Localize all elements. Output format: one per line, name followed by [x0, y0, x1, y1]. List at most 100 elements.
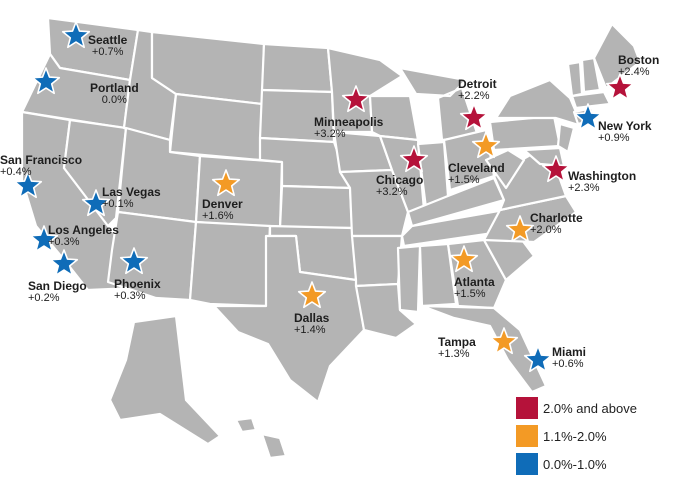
star-marker-phoenix: [119, 247, 149, 275]
city-value: +1.5%: [448, 174, 480, 186]
city-label-portland: Portland 0.0%: [90, 82, 139, 106]
state-arkansas: [350, 234, 404, 288]
city-name: Cleveland: [448, 161, 505, 175]
city-label-san-diego: San Diego +0.2%: [28, 280, 87, 304]
city-value: +0.3%: [114, 290, 146, 302]
city-value: 0.0%: [101, 94, 127, 106]
state-north-dakota: [260, 42, 334, 94]
state-massachusetts: [570, 90, 612, 110]
star-marker-detroit: [459, 103, 489, 131]
city-value: +0.4%: [0, 166, 32, 178]
legend-swatch-high: [516, 397, 538, 419]
state-new-york: [494, 78, 584, 128]
city-name: Charlotte: [530, 211, 583, 225]
star-marker-chicago: [399, 145, 429, 173]
city-value: +1.4%: [294, 324, 326, 336]
state-hawaii: [234, 416, 288, 460]
city-name: Boston: [618, 53, 660, 67]
city-value: +0.2%: [28, 292, 60, 304]
city-label-seattle: Seattle +0.7%: [88, 34, 127, 58]
city-value: +0.3%: [48, 236, 80, 248]
star-marker-tampa: [489, 327, 519, 355]
city-label-denver: Denver +1.6%: [202, 198, 243, 222]
star-marker-boston: [605, 73, 635, 101]
city-name: Dallas: [294, 311, 330, 325]
star-marker-atlanta: [449, 245, 479, 273]
city-value: +3.2%: [376, 186, 408, 198]
city-name: Denver: [202, 197, 243, 211]
city-name: San Diego: [28, 279, 87, 293]
state-texas: [212, 234, 366, 404]
city-name: Tampa: [438, 335, 476, 349]
state-new-mexico: [188, 220, 272, 308]
city-value: +0.6%: [552, 358, 584, 370]
star-marker-san-diego: [49, 249, 79, 277]
legend-item-high: 2.0% and above: [516, 394, 637, 422]
state-west-virginia: [484, 148, 526, 190]
legend-item-low: 0.0%-1.0%: [516, 450, 637, 478]
state-louisiana: [354, 282, 418, 340]
city-name: Phoenix: [114, 277, 161, 291]
star-marker-portland: [31, 67, 61, 95]
star-marker-dallas: [297, 281, 327, 309]
legend-item-mid: 1.1%-2.0%: [516, 422, 637, 450]
star-marker-new-york: [573, 103, 603, 131]
city-label-miami: Miami +0.6%: [552, 346, 586, 370]
city-value: +1.3%: [438, 348, 470, 360]
city-label-detroit: Detroit +2.2%: [458, 78, 497, 102]
city-label-chicago: Chicago +3.2%: [376, 174, 423, 198]
city-label-phoenix: Phoenix +0.3%: [114, 278, 161, 302]
state-new-hampshire: [580, 56, 602, 94]
city-label-boston: Boston +2.4%: [618, 54, 659, 78]
state-kansas: [278, 184, 354, 230]
city-name: Minneapolis: [314, 115, 384, 129]
star-marker-charlotte: [505, 215, 535, 243]
state-shapes: [20, 16, 642, 460]
star-marker-washington: [541, 155, 571, 183]
city-label-cleveland: Cleveland +1.5%: [448, 162, 505, 186]
state-vermont: [566, 60, 584, 98]
legend: 2.0% and above 1.1%-2.0% 0.0%-1.0%: [516, 394, 637, 478]
star-marker-minneapolis: [341, 85, 371, 113]
city-value: +2.3%: [568, 182, 600, 194]
star-marker-miami: [523, 345, 553, 373]
city-label-washington: Washington +2.3%: [568, 170, 636, 194]
city-label-atlanta: Atlanta +1.5%: [454, 276, 495, 300]
city-label-los-angeles: Los Angeles +0.3%: [48, 224, 119, 248]
legend-label-mid: 1.1%-2.0%: [543, 428, 607, 444]
city-label-minneapolis: Minneapolis +3.2%: [314, 116, 383, 140]
state-florida: [420, 304, 548, 394]
city-name: Las Vegas: [102, 185, 161, 199]
city-value: +0.9%: [598, 132, 630, 144]
city-name: Los Angeles: [48, 223, 119, 237]
star-marker-denver: [211, 169, 241, 197]
star-marker-seattle: [61, 21, 91, 49]
star-marker-los-angeles: [29, 225, 59, 253]
city-name: Chicago: [376, 173, 424, 187]
city-label-san-francisco: San Francisco +0.4%: [0, 154, 82, 178]
city-name: Atlanta: [454, 275, 495, 289]
city-value: +3.2%: [314, 128, 346, 140]
city-name: Detroit: [458, 77, 497, 91]
legend-swatch-low: [516, 453, 538, 475]
city-value: +1.5%: [454, 288, 486, 300]
state-alabama: [418, 242, 458, 308]
city-value: +2.2%: [458, 90, 490, 102]
state-wyoming: [168, 92, 264, 162]
legend-label-low: 0.0%-1.0%: [543, 456, 607, 472]
star-marker-san-francisco: [13, 171, 43, 199]
city-value: +1.6%: [202, 210, 234, 222]
city-name: San Francisco: [0, 153, 83, 167]
city-name: Portland: [90, 81, 139, 95]
city-label-new-york: New York +0.9%: [598, 120, 652, 144]
star-marker-cleveland: [471, 131, 501, 159]
city-markers: [13, 21, 635, 373]
city-value: +2.4%: [618, 66, 650, 78]
state-maine: [592, 22, 642, 90]
state-nevada: [62, 118, 128, 228]
state-alaska: [108, 314, 222, 446]
city-name: Washington: [568, 169, 637, 183]
city-name: Miami: [552, 345, 587, 359]
